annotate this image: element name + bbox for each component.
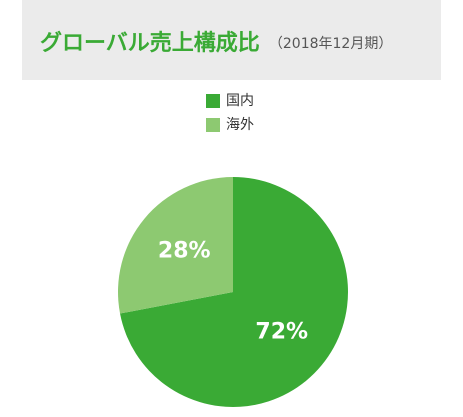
legend-label: 国内 — [226, 93, 254, 109]
chart-title: グローバル売上構成比 — [40, 30, 260, 56]
chart-subtitle: （2018年12月期） — [269, 36, 392, 52]
legend-label: 海外 — [226, 117, 254, 133]
pie-slice — [120, 177, 349, 408]
data-label: 72% — [255, 319, 308, 344]
pie-slice — [117, 177, 233, 314]
header-background — [22, 0, 441, 80]
legend-swatch — [206, 118, 220, 132]
legend-swatch — [206, 94, 220, 108]
data-label: 28% — [158, 239, 211, 264]
header: グローバル売上構成比 （2018年12月期） — [40, 30, 392, 56]
